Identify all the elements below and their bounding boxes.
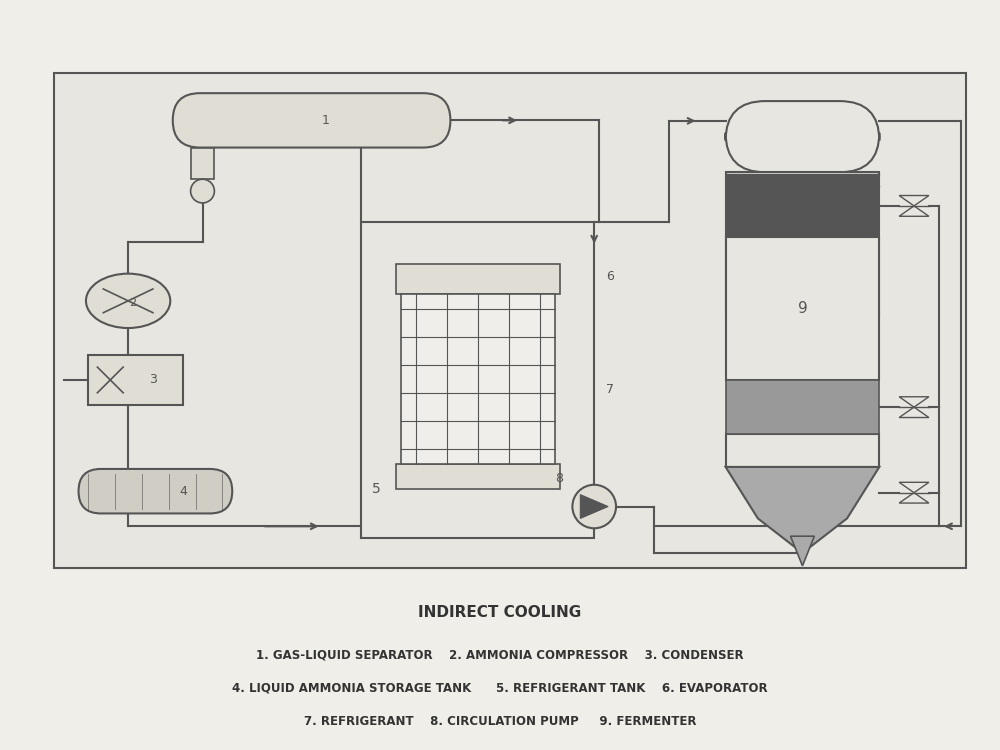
Circle shape xyxy=(191,179,214,203)
Bar xyxy=(361,222,594,538)
Polygon shape xyxy=(726,467,879,553)
Text: 7. REFRIGERANT    8. CIRCULATION PUMP     9. FERMENTER: 7. REFRIGERANT 8. CIRCULATION PUMP 9. FE… xyxy=(304,715,696,728)
Text: INDIRECT COOLING: INDIRECT COOLING xyxy=(418,604,582,619)
Ellipse shape xyxy=(86,274,170,328)
Text: 2: 2 xyxy=(130,298,137,307)
Text: 4. LIQUID AMMONIA STORAGE TANK      5. REFRIGERANT TANK    6. EVAPORATOR: 4. LIQUID AMMONIA STORAGE TANK 5. REFRIG… xyxy=(232,682,768,695)
Bar xyxy=(396,464,560,489)
Polygon shape xyxy=(791,536,814,566)
FancyBboxPatch shape xyxy=(173,93,450,148)
Text: 9: 9 xyxy=(798,301,807,316)
FancyBboxPatch shape xyxy=(726,101,879,172)
Text: 7: 7 xyxy=(606,383,614,396)
Text: 1: 1 xyxy=(322,114,329,127)
Text: 4: 4 xyxy=(179,484,187,498)
Text: 8: 8 xyxy=(556,472,564,485)
Text: 3: 3 xyxy=(149,374,157,386)
Bar xyxy=(726,380,879,434)
Bar xyxy=(726,172,879,316)
FancyBboxPatch shape xyxy=(79,469,232,514)
Bar xyxy=(88,356,183,405)
Polygon shape xyxy=(580,495,608,518)
Circle shape xyxy=(572,484,616,528)
Bar xyxy=(191,148,214,179)
Bar xyxy=(54,74,966,568)
Text: 6: 6 xyxy=(606,269,614,283)
Bar xyxy=(401,294,555,464)
Bar xyxy=(726,434,879,467)
Text: 5: 5 xyxy=(372,482,380,496)
Bar xyxy=(396,264,560,294)
Bar xyxy=(726,236,879,380)
Text: 1. GAS-LIQUID SEPARATOR    2. AMMONIA COMPRESSOR    3. CONDENSER: 1. GAS-LIQUID SEPARATOR 2. AMMONIA COMPR… xyxy=(256,648,744,662)
Bar xyxy=(726,176,879,236)
